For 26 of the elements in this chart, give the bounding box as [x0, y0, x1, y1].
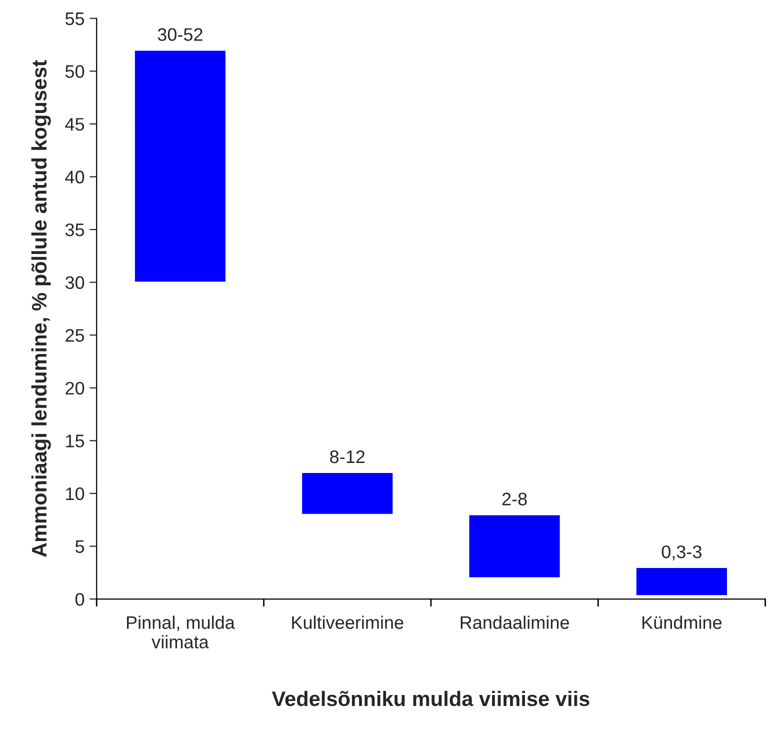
data-label: 30-52	[158, 28, 202, 41]
y-tick-label: 10	[66, 487, 84, 500]
y-tick-label: 40	[65, 170, 84, 184]
x-axis-title: Vedelsõnniku mulda viimise viis	[272, 690, 590, 706]
y-tick-label: 45	[65, 118, 84, 131]
data-label: 0,3-3	[662, 545, 702, 560]
y-tick-label: 50	[65, 65, 84, 78]
data-label: 8-12	[330, 450, 365, 464]
bar	[468, 514, 562, 579]
bar	[134, 49, 227, 283]
x-tick-label: Randaalimine	[460, 616, 569, 629]
y-tick-label: 35	[65, 223, 84, 236]
y-axis-title: Ammoniaagi lendumine, % põllule antud kogusest	[31, 60, 51, 558]
y-tick-label: 30	[65, 276, 84, 290]
y-tick-label: 20	[66, 382, 84, 395]
y-tick-label: 25	[66, 329, 84, 342]
y-tick-label: 0	[75, 592, 84, 606]
x-tick-label: Kultiveerimine	[292, 616, 404, 629]
x-tick-label: Kündmine	[642, 616, 722, 629]
bar	[300, 472, 394, 516]
data-label: 2-8	[502, 492, 527, 506]
bar	[635, 566, 728, 597]
y-tick-label: 5	[76, 540, 84, 553]
y-tick-label: 15	[66, 434, 84, 448]
y-tick-label: 55	[65, 12, 84, 26]
x-tick-label: Pinnal, mulda viimata	[126, 616, 235, 648]
